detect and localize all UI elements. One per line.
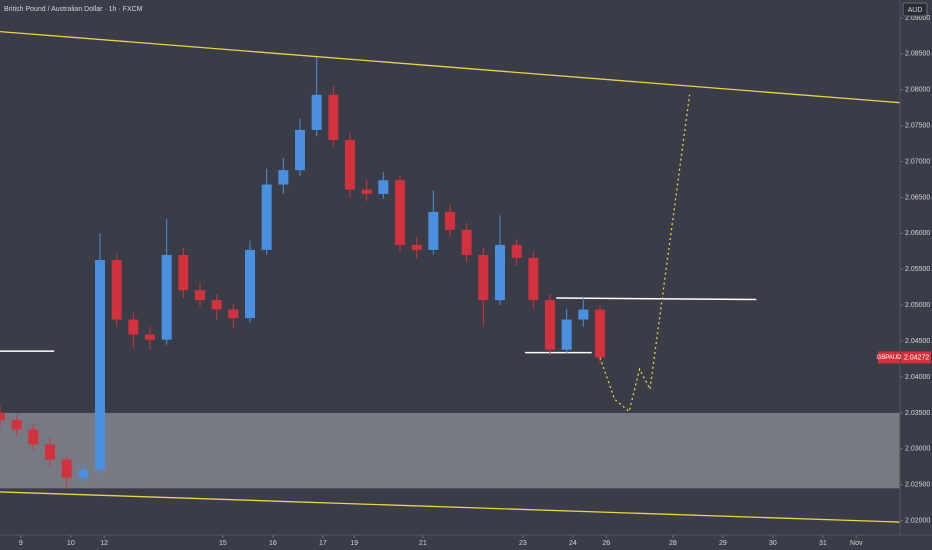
candle-body xyxy=(161,254,172,340)
candle-body xyxy=(0,412,5,421)
x-tick-label: 21 xyxy=(419,540,427,547)
time-axis xyxy=(0,535,900,550)
candle-body xyxy=(95,259,105,470)
candle-body xyxy=(345,140,355,190)
candle-body xyxy=(178,254,189,291)
candle-body xyxy=(528,257,539,301)
candle-body xyxy=(11,420,22,430)
candle-body xyxy=(211,300,222,310)
trendline xyxy=(0,30,901,104)
candle-body xyxy=(261,184,272,250)
y-tick-label: 2.04500 xyxy=(905,338,930,345)
x-tick-label: Nov xyxy=(850,540,863,547)
y-tick-label: 2.06500 xyxy=(905,194,930,201)
zone xyxy=(0,412,900,489)
candle-body xyxy=(228,309,239,319)
projection xyxy=(599,94,691,413)
candle-body xyxy=(378,180,389,194)
candle-body xyxy=(128,319,139,335)
candle-body xyxy=(45,444,55,460)
candle-body xyxy=(111,259,122,320)
candle-body xyxy=(78,469,89,478)
y-tick-label: 2.07000 xyxy=(905,158,930,165)
x-tick-label: 30 xyxy=(769,540,777,547)
symbol-label: GBPAUD xyxy=(877,355,903,361)
candle-body xyxy=(278,170,289,185)
y-tick-label: 2.07500 xyxy=(905,123,930,130)
y-tick-label: 2.04000 xyxy=(905,374,930,381)
candle-body xyxy=(195,290,205,301)
candle-body xyxy=(411,244,422,250)
candle-body xyxy=(428,211,439,250)
candle-body xyxy=(328,94,339,141)
candle-body xyxy=(61,459,72,478)
candle-body xyxy=(445,211,455,230)
x-tick-label: 26 xyxy=(602,540,610,547)
currency-box[interactable] xyxy=(902,2,928,17)
y-tick-label: 2.06000 xyxy=(905,230,930,237)
y-tick-label: 2.05500 xyxy=(905,266,930,273)
x-tick-label: 29 xyxy=(719,540,727,547)
x-tick-label: 12 xyxy=(100,540,108,547)
candle-body xyxy=(545,300,555,350)
y-tick-label: 2.05000 xyxy=(905,302,930,309)
candle-body xyxy=(511,244,522,258)
last-price: 2.04272 xyxy=(904,354,929,361)
price-axis xyxy=(900,0,932,550)
candle-body xyxy=(578,309,589,320)
candle-body xyxy=(561,319,572,350)
x-tick-label: 24 xyxy=(569,540,577,547)
symbol-tag xyxy=(878,351,900,364)
x-tick-label: 10 xyxy=(67,540,75,547)
candle-body xyxy=(461,229,472,255)
candle-body xyxy=(311,94,322,130)
candle-body xyxy=(395,180,405,245)
level-line xyxy=(556,297,757,301)
candle-body xyxy=(145,334,155,340)
x-tick-label: 19 xyxy=(350,540,358,547)
currency[interactable]: AUD xyxy=(908,7,923,14)
candle-body xyxy=(495,244,505,301)
x-tick-label: 28 xyxy=(669,540,677,547)
price-tag xyxy=(901,351,931,364)
x-tick-label: 16 xyxy=(269,540,277,547)
candle-body xyxy=(295,129,305,171)
chart-title: British Pound / Australian Dollar · 1h ·… xyxy=(4,6,143,13)
y-tick-label: 2.02500 xyxy=(905,482,930,489)
y-tick-label: 2.08000 xyxy=(905,87,930,94)
trendline xyxy=(0,491,901,523)
x-tick-label: 17 xyxy=(319,540,327,547)
y-tick-label: 2.03500 xyxy=(905,410,930,417)
y-tick-label: 2.08500 xyxy=(905,51,930,58)
plot-area xyxy=(0,30,901,523)
candle-body xyxy=(595,309,605,358)
candle-body xyxy=(28,429,39,445)
x-tick-label: 9 xyxy=(19,540,23,547)
x-tick-label: 15 xyxy=(219,540,227,547)
axes: 2.02000 2.02500 2.03000 2.03500 2.04000 2.045… xyxy=(19,15,931,547)
y-tick-label: 2.03000 xyxy=(905,446,930,453)
candle-body xyxy=(361,189,372,194)
candle-body xyxy=(478,254,489,301)
x-tick-label: 31 xyxy=(819,540,827,547)
y-tick-label: 2.09000 xyxy=(905,15,930,22)
x-tick-label: 23 xyxy=(519,540,527,547)
y-tick-label: 2.02000 xyxy=(905,517,930,524)
candle-body xyxy=(245,249,255,319)
